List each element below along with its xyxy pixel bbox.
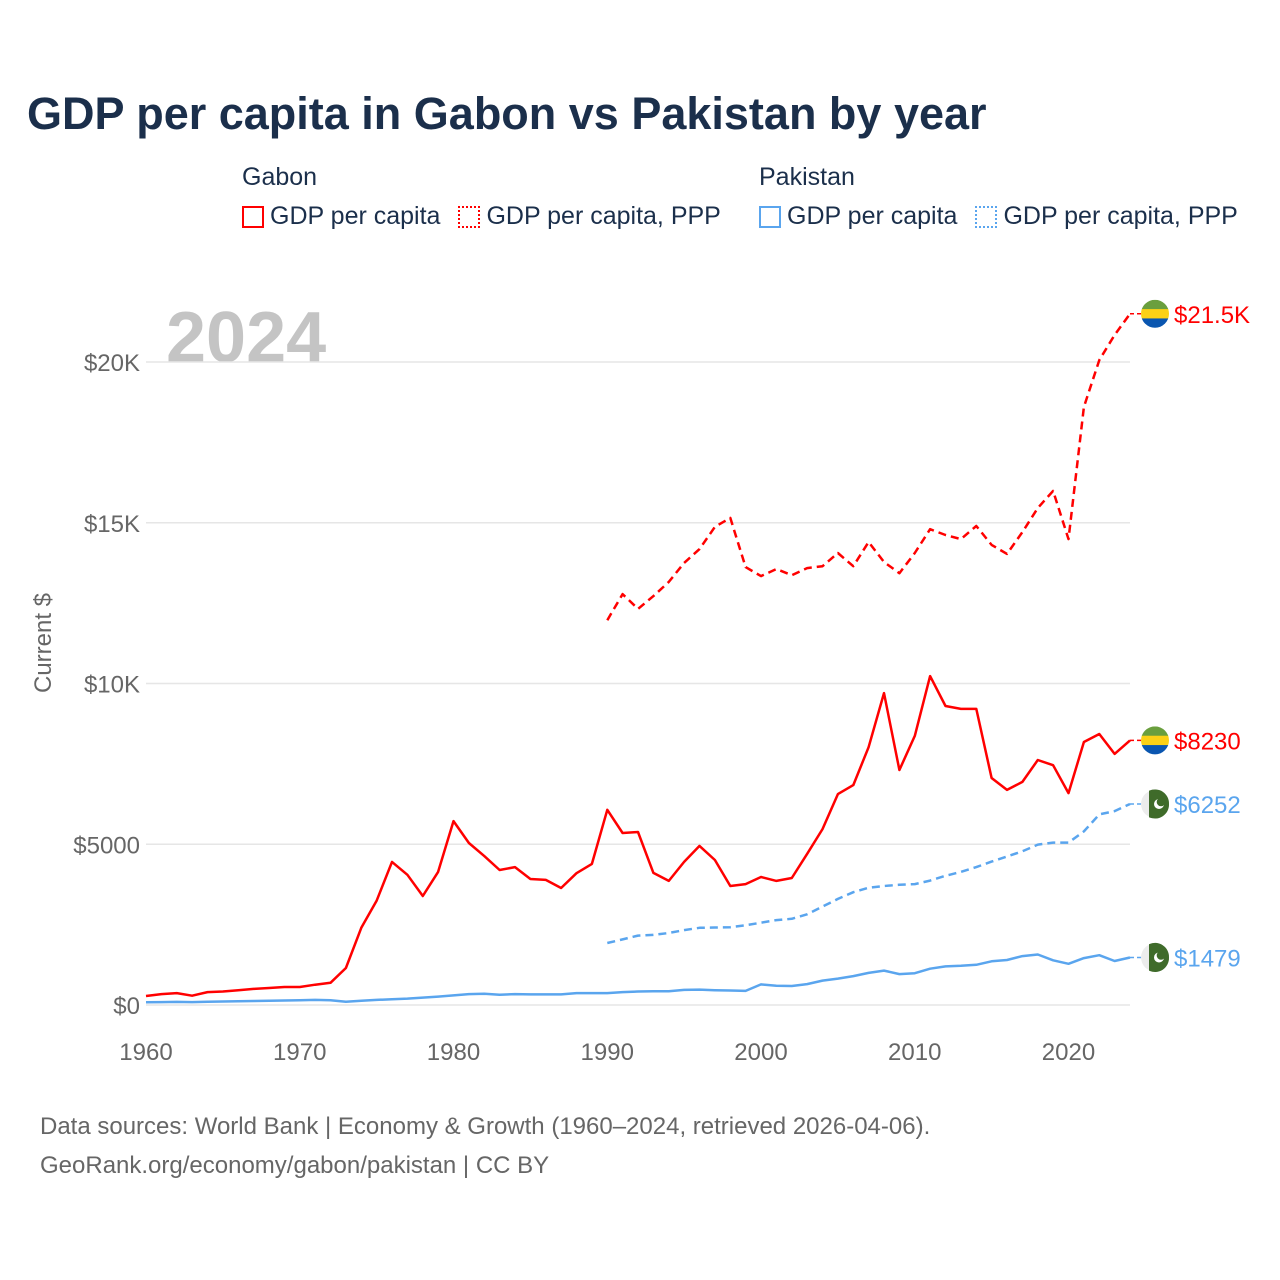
- legend-item-gabon-ppp[interactable]: GDP per capita, PPP: [458, 202, 721, 231]
- x-tick-label: 1970: [273, 1039, 326, 1066]
- end-value-label: $1479: [1174, 945, 1241, 972]
- x-tick-label: 1990: [581, 1039, 634, 1066]
- source-line-2[interactable]: GeoRank.org/economy/gabon/pakistan | CC …: [40, 1152, 550, 1179]
- series-line-gabon-gdp-per-capita: [145, 674, 1131, 998]
- legend-swatch-dotted: [458, 205, 481, 228]
- legend-group-title: Gabon: [242, 163, 318, 191]
- crescent-cut: [1156, 797, 1166, 807]
- y-tick-label: $0: [113, 993, 140, 1020]
- legend-label: GDP per capita: [787, 202, 958, 230]
- x-tick-label: 2000: [734, 1039, 787, 1066]
- legend-label: GDP per capita, PPP: [486, 202, 721, 230]
- source-line-1: Data sources: World Bank | Economy & Gro…: [40, 1113, 931, 1140]
- y-tick-label: $5000: [73, 832, 140, 859]
- x-tick-label: 1960: [119, 1039, 172, 1066]
- y-tick-label: $15K: [84, 511, 140, 538]
- flag-stripe: [1141, 299, 1169, 310]
- legend-item-pakistan-ppp[interactable]: GDP per capita, PPP: [975, 202, 1238, 231]
- crescent-cut: [1156, 951, 1166, 960]
- y-tick-label: $10K: [84, 672, 140, 699]
- end-value-label: $21.5K: [1174, 302, 1250, 329]
- legend-swatch-dotted: [975, 205, 998, 228]
- legend-swatch-solid: [759, 205, 781, 228]
- pakistan-flag-icon: [1141, 942, 1170, 973]
- series-line-pakistan-gdp-per-capita: [145, 953, 1131, 1004]
- pakistan-flag-icon: [1141, 789, 1170, 819]
- legend-group-pakistan: Pakistan GDP per capita GDP per capita, …: [759, 163, 1238, 231]
- series-line-pakistan-gdp-per-capita-ppp: [607, 802, 1131, 945]
- legend-group-gabon: Gabon GDP per capita GDP per capita, PPP: [242, 163, 721, 231]
- x-tick-label: 1980: [427, 1039, 480, 1066]
- source-note: Data sources: World Bank | Economy & Gro…: [40, 1107, 930, 1185]
- end-value-label: $6252: [1174, 792, 1241, 819]
- flag-stripe: [1141, 745, 1169, 755]
- flag-stripe: [1141, 318, 1169, 328]
- legend-group-title: Pakistan: [759, 163, 855, 191]
- legend-label: GDP per capita, PPP: [1003, 202, 1238, 230]
- legend-label: GDP per capita: [270, 202, 441, 230]
- legend-item-gabon-gdp[interactable]: GDP per capita: [242, 202, 440, 231]
- y-tick-label: $20K: [84, 350, 140, 377]
- flag-stripe: [1141, 726, 1169, 737]
- x-tick-label: 2020: [1042, 1039, 1095, 1066]
- series-line-gabon-gdp-per-capita-ppp: [606, 313, 1132, 621]
- flag-stripe: [1141, 735, 1169, 746]
- legend-swatch-solid: [242, 205, 264, 228]
- year-watermark: 2024: [166, 298, 326, 378]
- chart-title: GDP per capita in Gabon vs Pakistan by y…: [27, 88, 987, 139]
- y-axis-label: Current $: [30, 593, 57, 693]
- end-value-label: $8230: [1174, 728, 1241, 755]
- flag-stripe: [1141, 309, 1169, 319]
- gabon-flag-icon: [1141, 299, 1169, 328]
- legend-item-pakistan-gdp[interactable]: GDP per capita: [759, 202, 957, 231]
- gabon-flag-icon: [1141, 726, 1169, 755]
- x-tick-label: 2010: [888, 1039, 941, 1066]
